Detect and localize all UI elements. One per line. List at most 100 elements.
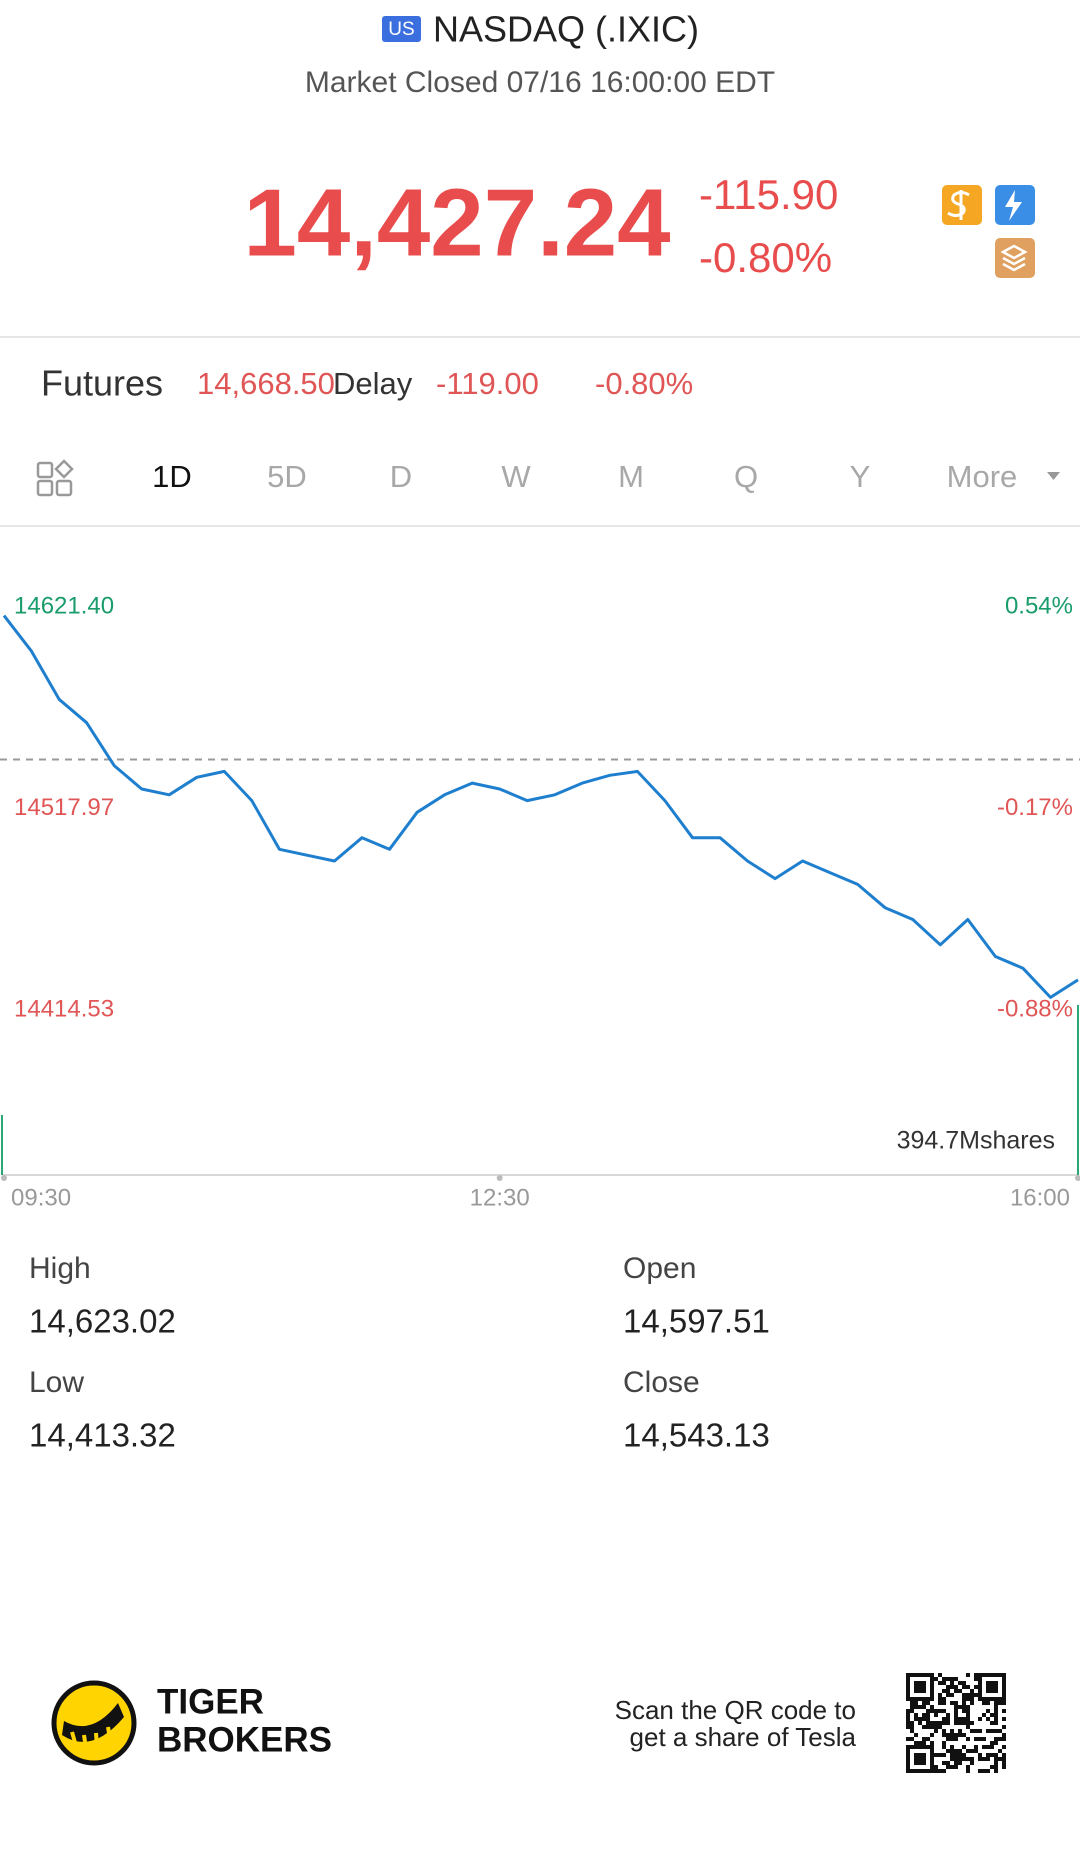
- qr-cell: [918, 1769, 922, 1773]
- qr-cell: [926, 1737, 930, 1741]
- qr-cell: [906, 1673, 910, 1677]
- us-badge: [382, 16, 421, 42]
- qr-cell: [930, 1741, 934, 1745]
- qr-cell: [938, 1725, 942, 1729]
- qr-cell: [982, 1737, 986, 1741]
- qr-cell: [922, 1769, 926, 1773]
- qr-cell: [974, 1673, 978, 1677]
- qr-cell: [978, 1677, 982, 1681]
- qr-cell: [986, 1673, 990, 1677]
- qr-cell: [930, 1681, 934, 1685]
- qr-cell: [938, 1681, 942, 1685]
- qr-cell: [966, 1673, 970, 1677]
- promo-line: Scan the QR code to: [615, 1695, 856, 1725]
- qr-cell: [918, 1741, 922, 1745]
- title: NASDAQ (.IXIC): [433, 9, 699, 50]
- qr-cell: [926, 1721, 930, 1725]
- qr-cell: [990, 1689, 994, 1693]
- qr-cell: [918, 1753, 922, 1757]
- qr-cell: [986, 1681, 990, 1685]
- qr-cell: [962, 1721, 966, 1725]
- qr-cell: [994, 1689, 998, 1693]
- qr-cell: [958, 1689, 962, 1693]
- qr-cell: [962, 1757, 966, 1761]
- qr-cell: [978, 1737, 982, 1741]
- qr-cell: [950, 1685, 954, 1689]
- qr-cell: [918, 1757, 922, 1761]
- qr-cell: [910, 1729, 914, 1733]
- qr-cell: [974, 1685, 978, 1689]
- qr-cell: [962, 1697, 966, 1701]
- qr-cell: [970, 1761, 974, 1765]
- stat-value: 14,623.02: [29, 1303, 176, 1340]
- qr-cell: [966, 1749, 970, 1753]
- period-tab[interactable]: Q: [734, 459, 758, 494]
- qr-cell: [934, 1677, 938, 1681]
- qr-cell: [962, 1701, 966, 1705]
- period-tab[interactable]: W: [501, 459, 531, 494]
- qr-cell: [978, 1757, 982, 1761]
- qr-cell: [982, 1701, 986, 1705]
- volume-label: 394.7Mshares: [897, 1127, 1055, 1155]
- qr-cell: [942, 1689, 946, 1693]
- period-tab[interactable]: D: [390, 459, 412, 494]
- qr-cell: [926, 1713, 930, 1717]
- qr-cell: [970, 1701, 974, 1705]
- qr-cell: [914, 1713, 918, 1717]
- qr-cell: [946, 1685, 950, 1689]
- qr-cell: [946, 1717, 950, 1721]
- qr-cell: [986, 1745, 990, 1749]
- qr-cell: [966, 1737, 970, 1741]
- brand-line: BROKERS: [157, 1720, 332, 1759]
- promo-line: get a share of Tesla: [630, 1722, 857, 1752]
- qr-cell: [978, 1717, 982, 1721]
- qr-cell: [986, 1717, 990, 1721]
- qr-cell: [922, 1757, 926, 1761]
- qr-cell: [1002, 1757, 1006, 1761]
- qr-cell: [906, 1677, 910, 1681]
- qr-cell: [934, 1713, 938, 1717]
- qr-cell: [930, 1673, 934, 1677]
- qr-cell: [930, 1733, 934, 1737]
- period-tab[interactable]: 1D: [152, 459, 192, 494]
- qr-cell: [918, 1717, 922, 1721]
- futures-change-pct: -0.80%: [595, 366, 693, 401]
- period-tab[interactable]: 5D: [267, 459, 307, 494]
- x-tick-label: 12:30: [470, 1184, 530, 1211]
- qr-cell: [958, 1681, 962, 1685]
- qr-cell: [906, 1753, 910, 1757]
- qr-cell: [994, 1717, 998, 1721]
- qr-cell: [942, 1709, 946, 1713]
- qr-cell: [934, 1721, 938, 1725]
- period-tab[interactable]: Y: [850, 459, 871, 494]
- qr-cell: [990, 1745, 994, 1749]
- period-tab[interactable]: M: [618, 459, 644, 494]
- qr-cell: [914, 1697, 918, 1701]
- qr-cell: [1002, 1685, 1006, 1689]
- qr-cell: [962, 1681, 966, 1685]
- qr-cell: [922, 1685, 926, 1689]
- qr-cell: [906, 1749, 910, 1753]
- qr-cell: [942, 1741, 946, 1745]
- qr-cell: [966, 1709, 970, 1713]
- qr-cell: [1002, 1673, 1006, 1677]
- qr-cell: [930, 1709, 934, 1713]
- qr-cell: [966, 1697, 970, 1701]
- qr-cell: [954, 1701, 958, 1705]
- qr-cell: [958, 1749, 962, 1753]
- qr-cell: [946, 1693, 950, 1697]
- qr-cell: [922, 1697, 926, 1701]
- qr-cell: [950, 1733, 954, 1737]
- qr-cell: [906, 1725, 910, 1729]
- qr-cell: [982, 1745, 986, 1749]
- period-tab[interactable]: More: [947, 459, 1018, 494]
- qr-cell: [938, 1769, 942, 1773]
- qr-cell: [970, 1693, 974, 1697]
- qr-cell: [942, 1745, 946, 1749]
- qr-cell: [922, 1681, 926, 1685]
- qr-cell: [922, 1745, 926, 1749]
- qr-cell: [994, 1737, 998, 1741]
- qr-cell: [938, 1721, 942, 1725]
- layout-icon[interactable]: [36, 459, 74, 497]
- qr-cell: [986, 1769, 990, 1773]
